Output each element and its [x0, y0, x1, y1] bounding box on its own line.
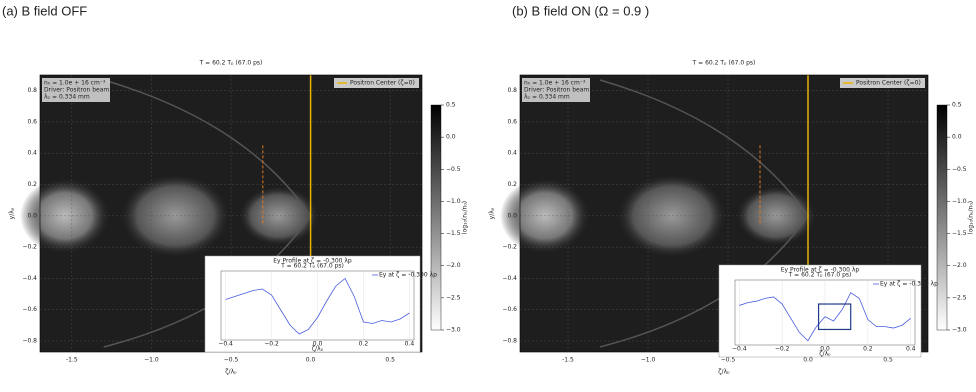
- colorbar-tick-label: 0.5: [446, 102, 456, 109]
- y-tick-label: 0.8: [507, 87, 517, 94]
- y-tick-label: −0.2: [22, 244, 37, 251]
- y-tick-label: 0.4: [507, 150, 517, 157]
- colorbar-tick-label: −2.5: [952, 294, 967, 301]
- info-text: λₚ = 0.334 mm: [44, 94, 90, 101]
- legend-label: Positron Center (ζ=0): [350, 80, 415, 87]
- y-tick-label: −0.6: [22, 306, 37, 313]
- x-tick-label: 0.5: [385, 357, 395, 364]
- colorbar-tick-label: 0.5: [952, 102, 962, 109]
- colorbar: [936, 104, 948, 331]
- x-tick-label: −1.0: [144, 357, 159, 364]
- colorbar-tick-label: −1.5: [952, 230, 967, 237]
- y-tick-label: −0.8: [502, 338, 517, 345]
- inset-tick-label: 0.0: [820, 346, 830, 353]
- colorbar-tick-label: −2.0: [446, 262, 461, 269]
- x-tick-label: −0.5: [224, 357, 239, 364]
- inset-frame: [718, 264, 922, 358]
- inset-tick-label: −0.4: [732, 346, 747, 353]
- inset-x-label: ζ/λₚ: [312, 346, 324, 353]
- colorbar-tick-label: −1.5: [446, 230, 461, 237]
- inset-x-label: ζ/λₚ: [819, 351, 831, 358]
- chart-title: T = 60.2 Tₚ (67.0 ps): [692, 60, 756, 67]
- x-tick-label: 0.0: [803, 357, 813, 364]
- inset-tick-label: 0.2: [359, 341, 369, 348]
- inset-tick-label: 0.0: [313, 341, 323, 348]
- x-tick-label: 0.0: [306, 357, 316, 364]
- inset-tick-label: 0.2: [863, 346, 873, 353]
- wake-blob: [238, 185, 319, 246]
- y-tick-label: −0.4: [502, 275, 517, 282]
- y-tick-label: −0.6: [502, 306, 517, 313]
- y-tick-label: −0.8: [22, 338, 37, 345]
- colorbar-tick-label: −3.0: [446, 327, 461, 334]
- x-axis-label: ζ/λₚ: [718, 369, 730, 376]
- y-tick-label: −0.4: [22, 275, 37, 282]
- y-tick-label: 0.0: [507, 212, 517, 219]
- x-axis-label: ζ/λₚ: [225, 369, 237, 376]
- inset-tick-label: 0.4: [405, 341, 415, 348]
- colorbar-tick-label: 0.0: [446, 134, 456, 141]
- info-text: n₀ = 1.0e + 16 cm⁻³: [524, 80, 586, 87]
- info-text: Driver: Positron beam: [524, 87, 589, 94]
- y-tick-label: −0.2: [502, 244, 517, 251]
- info-text: n₀ = 1.0e + 16 cm⁻³: [44, 80, 106, 87]
- legend-box: [840, 78, 925, 88]
- y-tick-label: 0.8: [27, 87, 37, 94]
- inset-title: Ey Profile at ζ = -0.300 λp: [273, 258, 352, 265]
- y-tick-label: 0.6: [507, 118, 517, 125]
- colorbar: [430, 104, 442, 331]
- highlight-box: [817, 303, 852, 331]
- inset-subtitle: T = 60.2 Tₚ (67.0 ps): [280, 263, 344, 270]
- y-tick-label: 0.2: [507, 181, 517, 188]
- y-axis-label: y/λₚ: [489, 207, 496, 219]
- inset-tick-label: −0.2: [775, 346, 790, 353]
- colorbar-label: log₁₀(nₑ/n₀): [968, 201, 975, 234]
- inset-tick-label: −0.4: [218, 341, 233, 348]
- x-tick-label: -1.5: [562, 357, 574, 364]
- info-box: [42, 78, 110, 102]
- info-box: [522, 78, 590, 102]
- y-axis-label: y/λₚ: [9, 207, 16, 219]
- inset-legend-label: Ey at ζ = -0.300 λp: [379, 272, 437, 279]
- inset-line: [739, 292, 911, 342]
- colorbar-tick-label: −2.5: [446, 294, 461, 301]
- inset-line: [225, 277, 410, 335]
- y-tick-label: 0.4: [27, 150, 37, 157]
- colorbar-label: log₁₀(nₑ/n₀): [462, 201, 469, 234]
- wake-blob: [120, 173, 231, 258]
- x-tick-label: 0.5: [883, 357, 893, 364]
- x-tick-label: -1.5: [66, 357, 78, 364]
- x-tick-label: −1.0: [641, 357, 656, 364]
- legend-label: Positron Center (ζ=0): [856, 80, 921, 87]
- inset-title: Ey Profile at ζ = -0.300 λp: [781, 267, 860, 274]
- y-tick-label: 0.2: [27, 181, 37, 188]
- inset-subtitle: T = 60.2 Tₚ (67.0 ps): [788, 272, 852, 279]
- legend-box: [334, 78, 419, 88]
- inset-tick-label: 0.4: [906, 346, 916, 353]
- x-tick-label: −0.5: [721, 357, 736, 364]
- y-tick-label: 0.6: [27, 118, 37, 125]
- colorbar-tick-label: −1.0: [446, 198, 461, 205]
- colorbar-tick-label: 0.0: [952, 134, 962, 141]
- inset-frame: [204, 255, 421, 353]
- inset-legend-label: Ey at ζ = -0.300 λp: [880, 281, 938, 288]
- colorbar-tick-label: −0.5: [952, 166, 967, 173]
- chart-title: T = 60.2 Tₚ (67.0 ps): [199, 60, 263, 67]
- colorbar-tick-label: −2.0: [952, 262, 967, 269]
- inset-tick-label: −0.2: [264, 341, 279, 348]
- panel-label: (a) B field OFF: [2, 3, 87, 18]
- panel-label: (b) B field ON (Ω = 0.9 ): [512, 3, 649, 18]
- colorbar-tick-label: −0.5: [446, 166, 461, 173]
- info-text: Driver: Positron beam: [44, 87, 109, 94]
- y-tick-label: 0.0: [27, 212, 37, 219]
- info-text: λₚ = 0.334 mm: [524, 94, 570, 101]
- colorbar-tick-label: −3.0: [952, 327, 967, 334]
- colorbar-tick-label: −1.0: [952, 198, 967, 205]
